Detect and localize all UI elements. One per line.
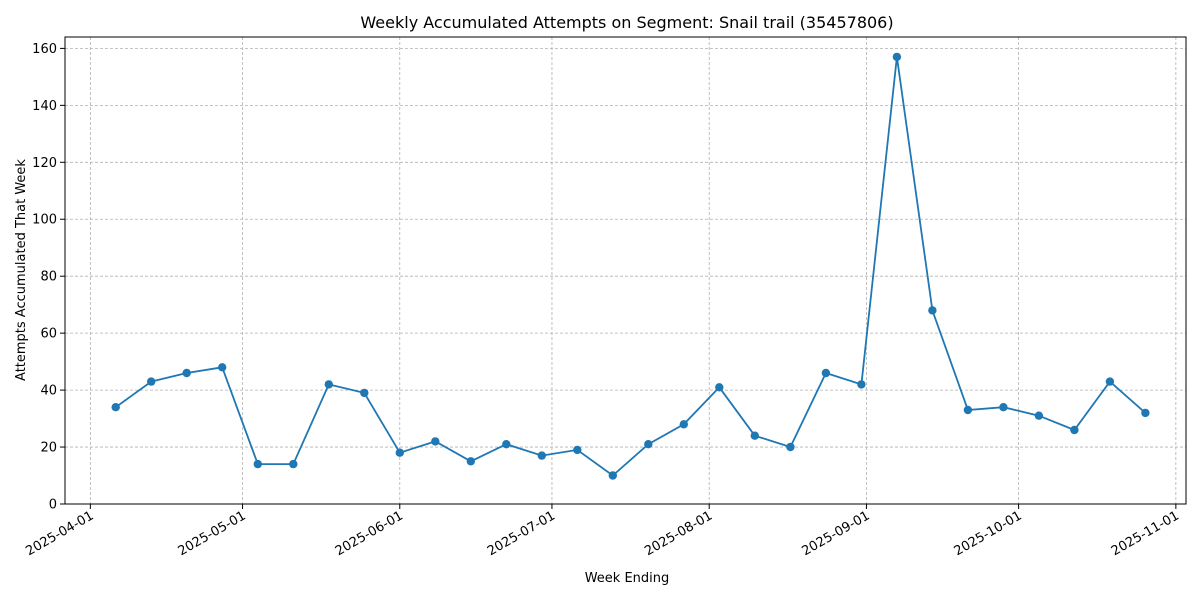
- data-point-2025-04-13: [147, 377, 156, 386]
- data-point-2025-04-27: [218, 363, 227, 372]
- data-point-2025-08-31: [857, 380, 866, 389]
- y-tick-label: 0: [49, 498, 57, 513]
- data-point-2025-06-08: [431, 437, 440, 446]
- data-point-2025-07-27: [679, 420, 688, 429]
- data-point-2025-04-06: [111, 403, 120, 412]
- x-tick-label: 2025-06-01: [333, 508, 406, 559]
- data-point-2025-10-26: [1141, 408, 1150, 418]
- data-point-2025-09-21: [963, 405, 973, 415]
- series-layer: [111, 52, 1150, 480]
- data-point-2025-06-15: [466, 457, 475, 466]
- y-tick-label: 100: [32, 213, 57, 228]
- x-axis-label: Week Ending: [585, 571, 670, 586]
- y-tick-label: 160: [32, 42, 57, 57]
- data-point-2025-09-07: [892, 52, 902, 62]
- data-point-2025-07-06: [573, 445, 582, 455]
- data-point-2025-10-12: [1070, 425, 1079, 435]
- data-point-2025-07-20: [644, 440, 653, 449]
- y-tick-label: 40: [40, 384, 57, 399]
- data-point-2025-05-18: [324, 380, 333, 389]
- x-tick-label: 2025-08-01: [642, 508, 715, 559]
- plot-frame: [64, 36, 1187, 505]
- data-point-2025-04-20: [182, 368, 191, 378]
- data-point-2025-06-29: [537, 451, 546, 460]
- y-tick-label: 140: [32, 99, 57, 114]
- grid-lines: [65, 37, 1186, 505]
- x-tick-label: 2025-05-01: [176, 508, 249, 559]
- series-line: [115, 56, 1146, 477]
- data-point-2025-08-03: [715, 383, 724, 392]
- data-point-2025-06-01: [395, 448, 404, 457]
- y-tick-label: 120: [32, 156, 57, 171]
- data-point-2025-05-04: [253, 459, 262, 469]
- x-tick-label: 2025-09-01: [799, 508, 872, 559]
- data-point-2025-08-24: [821, 368, 831, 378]
- chart-title: Weekly Accumulated Attempts on Segment: …: [360, 13, 893, 32]
- x-tick-label: 2025-04-01: [23, 508, 96, 559]
- axis-ticks: 2025-04-01 2025-05-01 2025-06-01 2025-07-01…: [23, 42, 1181, 559]
- data-point-2025-05-25: [360, 388, 369, 398]
- y-axis-label: Attempts Accumulated That Week: [14, 159, 29, 381]
- data-point-2025-08-17: [786, 442, 795, 452]
- x-tick-label: 2025-10-01: [952, 508, 1025, 559]
- data-point-2025-06-22: [502, 440, 511, 449]
- data-point-2025-08-10: [750, 431, 759, 440]
- data-point-2025-07-13: [608, 471, 617, 480]
- data-point-2025-10-19: [1105, 377, 1115, 386]
- x-tick-label: 2025-11-01: [1109, 508, 1182, 559]
- data-point-2025-05-11: [289, 459, 298, 469]
- data-point-2025-09-28: [999, 403, 1008, 412]
- y-tick-label: 60: [40, 327, 57, 342]
- y-tick-label: 20: [40, 441, 57, 456]
- data-point-2025-09-14: [928, 306, 937, 315]
- x-tick-label: 2025-07-01: [485, 508, 558, 559]
- y-tick-label: 80: [40, 270, 57, 285]
- data-point-2025-10-05: [1034, 411, 1044, 420]
